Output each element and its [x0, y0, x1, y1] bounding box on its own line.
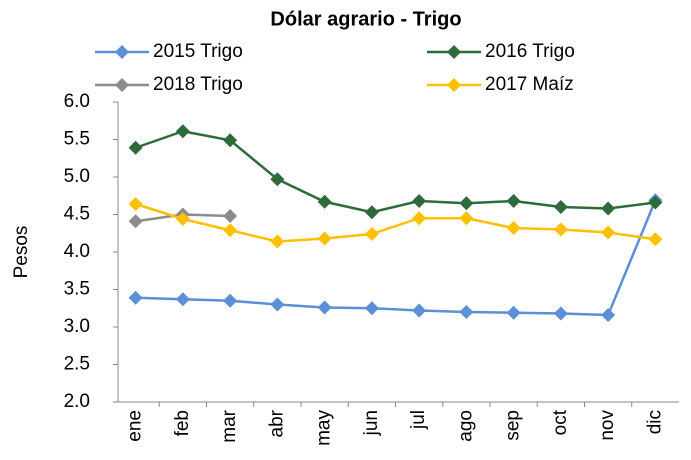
chart-title: Dólar agrario - Trigo — [270, 8, 461, 30]
x-tick-label: ene — [125, 410, 146, 442]
legend-label: 2016 Trigo — [485, 41, 575, 62]
point — [223, 133, 238, 148]
point — [506, 221, 521, 235]
x-tick-label: jul — [408, 410, 429, 430]
y-tick-label: 5.5 — [64, 129, 90, 150]
y-tick-label: 5.0 — [64, 166, 90, 187]
x-tick-label: sep — [503, 410, 524, 441]
point — [128, 214, 143, 229]
x-tick-label: mar — [219, 409, 240, 442]
legend-marker — [447, 45, 461, 59]
y-tick-label: 3.5 — [64, 279, 90, 300]
point — [364, 301, 379, 316]
point — [648, 232, 663, 247]
point — [317, 194, 332, 209]
point — [270, 234, 285, 249]
point — [270, 172, 285, 187]
x-tick-label: dic — [644, 410, 665, 434]
point — [223, 209, 238, 223]
point — [601, 201, 616, 216]
x-tick-label: oct — [550, 409, 571, 435]
point — [601, 308, 616, 322]
point — [648, 195, 663, 210]
point — [459, 196, 474, 211]
point — [364, 227, 379, 241]
y-tick-label: 2.0 — [64, 391, 90, 412]
point — [459, 305, 474, 319]
y-tick-label: 4.0 — [64, 241, 90, 262]
point — [128, 197, 143, 211]
point — [223, 223, 238, 238]
y-axis-label: Pesos — [11, 226, 32, 279]
x-tick-label: nov — [597, 410, 618, 441]
point — [412, 211, 427, 226]
point — [459, 211, 474, 226]
point — [553, 306, 568, 321]
point — [601, 225, 616, 240]
point — [128, 290, 143, 305]
point — [223, 293, 238, 308]
y-tick-label: 3.0 — [64, 316, 90, 337]
legend-marker — [115, 78, 129, 92]
x-tick-label: feb — [172, 410, 193, 436]
legend-marker — [115, 45, 129, 59]
x-tick-label: ago — [455, 410, 476, 442]
series-line — [135, 199, 657, 317]
point — [412, 194, 427, 208]
point — [175, 124, 190, 139]
point — [317, 231, 332, 246]
point — [553, 222, 568, 237]
legend-label: 2018 Trigo — [153, 74, 243, 95]
point — [553, 200, 568, 214]
point — [364, 205, 379, 220]
series-line — [135, 202, 656, 243]
point — [270, 297, 285, 312]
point — [175, 292, 190, 307]
point — [412, 303, 427, 318]
legend-marker — [447, 78, 461, 92]
point — [506, 194, 521, 208]
legend-label: 2017 Maíz — [485, 74, 574, 95]
point — [317, 300, 332, 315]
point — [128, 140, 143, 155]
x-tick-label: may — [314, 410, 335, 446]
series-line — [135, 129, 656, 214]
point — [175, 212, 190, 226]
y-tick-label: 6.0 — [64, 91, 90, 112]
x-tick-label: abr — [266, 409, 287, 437]
legend-label: 2015 Trigo — [153, 41, 243, 62]
y-tick-label: 2.5 — [64, 354, 90, 375]
point — [506, 305, 521, 320]
x-tick-label: jun — [361, 410, 382, 436]
y-tick-label: 4.5 — [64, 204, 90, 225]
